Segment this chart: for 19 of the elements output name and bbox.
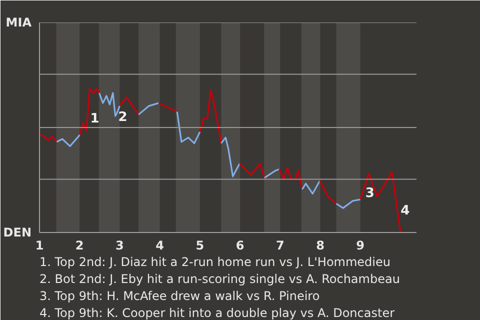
x-tick-label: 6 — [236, 238, 244, 252]
x-tick-label: 9 — [356, 238, 365, 252]
text: 4. Top 9th: K. Cooper hit into a double play vs A. Doncaster — [40, 306, 395, 320]
x-tick-label: 4 — [156, 238, 164, 252]
annotation: 1 — [90, 111, 100, 126]
x-tick-label: 7 — [276, 238, 284, 252]
annotation: 4 — [400, 203, 410, 218]
x-tick-label: 5 — [196, 238, 204, 252]
text: MIA — [6, 16, 32, 30]
text: 3. Top 9th: H. McAfee drew a walk vs R. Pineiro — [40, 289, 320, 303]
x-tick-label: 2 — [75, 238, 84, 252]
text: DEN — [3, 226, 32, 240]
x-tick-label: 3 — [116, 238, 124, 252]
annotation: 3 — [365, 186, 374, 202]
annotation: 2 — [118, 110, 128, 125]
text: 2. Bot 2nd: J. Eby hit a run-scoring single vs A. Rochambeau — [40, 272, 400, 286]
x-tick-label: 1 — [35, 238, 44, 252]
x-tick-label: 8 — [316, 238, 324, 252]
text: 1. Top 2nd: J. Diaz hit a 2-run home run vs J. L'Hommedieu — [40, 255, 390, 269]
